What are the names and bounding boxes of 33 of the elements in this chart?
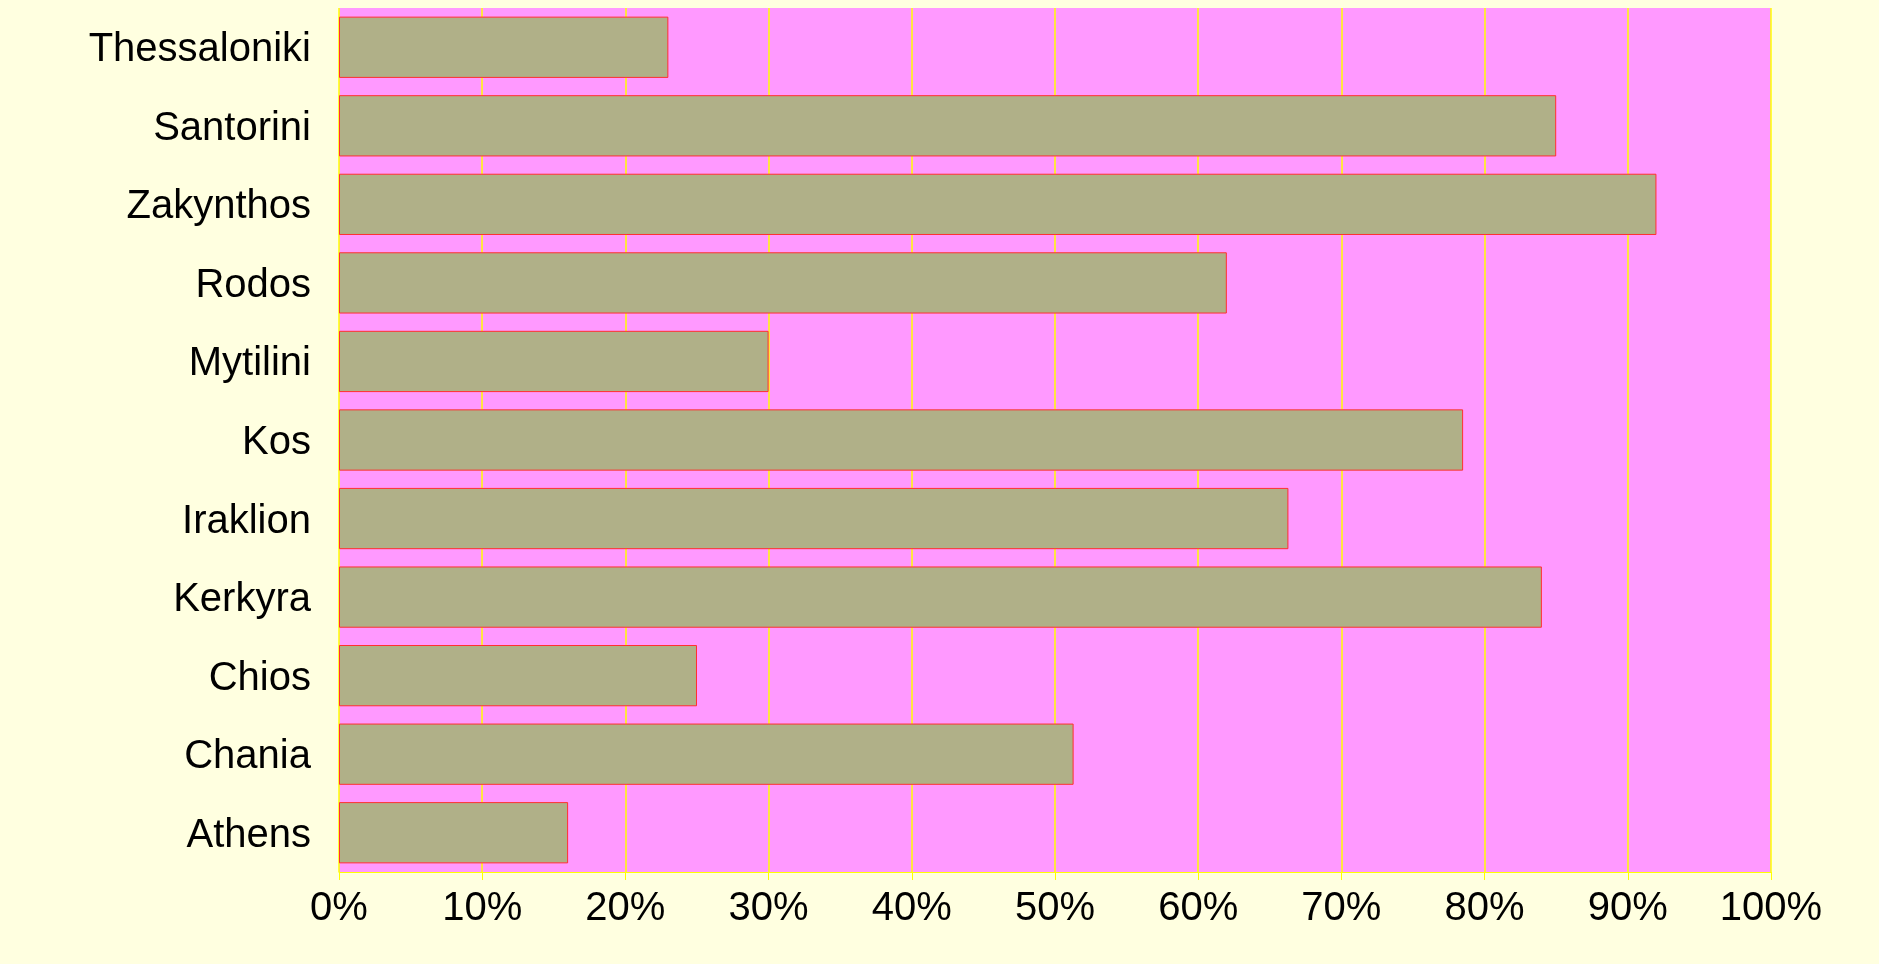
x-tick-label: 40% [871,884,952,928]
x-tick-label: 10% [442,884,523,928]
x-tick-label: 60% [1158,884,1239,928]
bar [339,330,769,393]
bar [339,95,1557,157]
x-tick-label: 80% [1444,884,1525,928]
y-tick-label: Santorini [153,103,311,148]
bar [339,409,1464,471]
y-tick-label: Iraklion [182,496,311,541]
x-tick-label: 100% [1719,884,1823,928]
y-tick-label: Zakynthos [126,182,311,227]
y-tick-label: Mytilini [188,339,311,384]
y-tick-label: Kos [242,418,311,462]
x-tick-label: 90% [1587,884,1668,928]
x-tick-label: 30% [728,884,809,928]
bar [339,487,1289,550]
bar [339,16,669,78]
x-tick-label: 0% [310,884,368,928]
bar [339,252,1227,314]
y-tick-label: Rodos [195,260,311,305]
bar [339,566,1542,628]
y-tick-label: Kerkyra [173,575,312,620]
y-tick-label: Chania [184,732,312,777]
y-tick-label: Chios [208,653,311,698]
y-tick-label: Athens [186,810,311,855]
x-tick-label: 50% [1014,884,1096,928]
bar [339,802,569,864]
bar [339,173,1657,235]
x-tick-label: 20% [585,884,666,928]
bar [339,723,1074,785]
bar [339,645,697,707]
x-tick-label: 70% [1301,884,1382,928]
y-tick-label: Thessaloniki [88,25,311,70]
